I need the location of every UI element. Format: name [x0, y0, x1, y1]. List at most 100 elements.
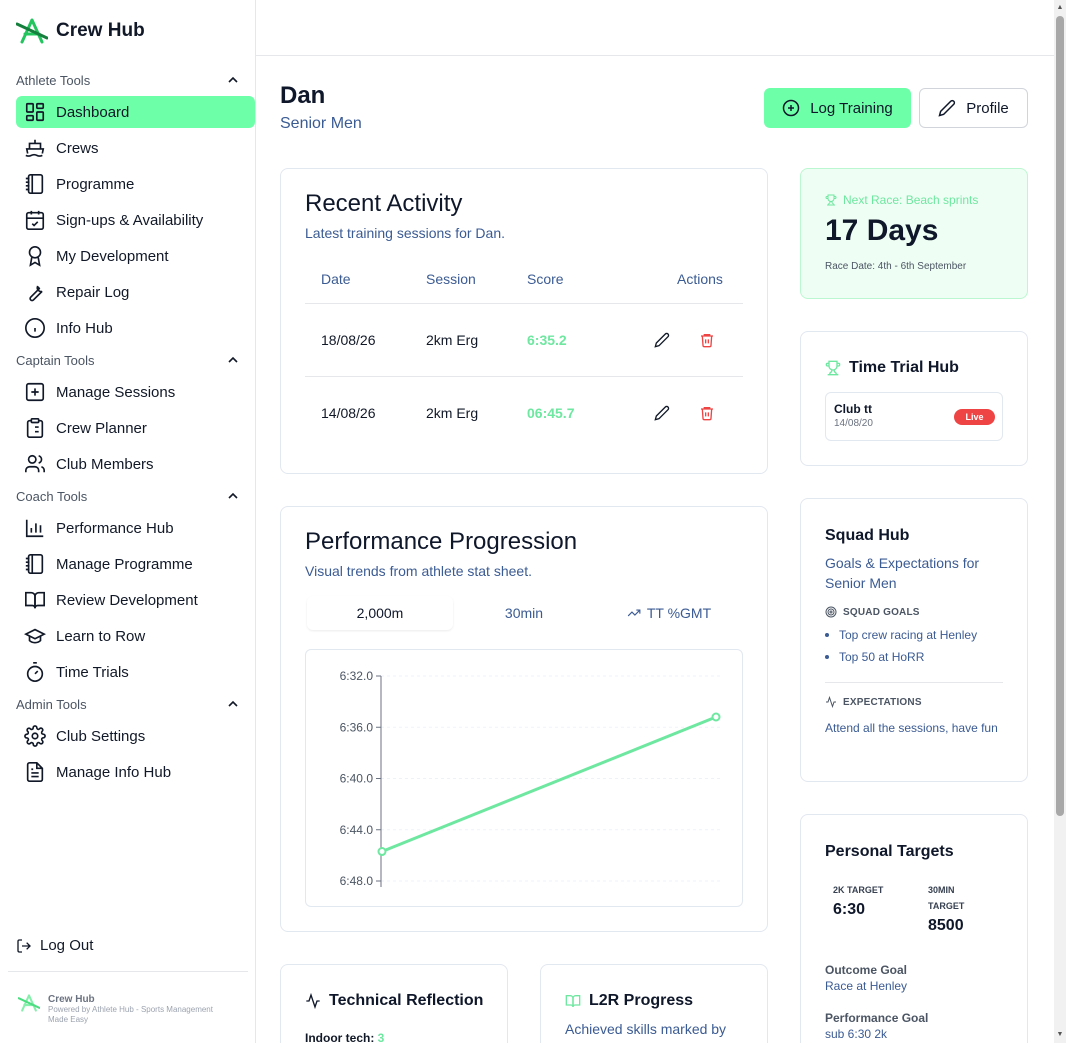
sidebar-item-review-development[interactable]: Review Development [16, 584, 255, 616]
profile-button[interactable]: Profile [919, 88, 1028, 128]
pencil-icon [938, 99, 956, 117]
sidebar-item-crew-planner[interactable]: Crew Planner [16, 412, 255, 444]
footer-name: Crew Hub [48, 994, 95, 1005]
time-trial-name: Club tt [834, 402, 872, 416]
brand[interactable]: Crew Hub [16, 18, 145, 44]
section-admin-tools[interactable]: Admin Tools [16, 694, 240, 714]
trash-icon[interactable] [699, 332, 715, 348]
indoor-tech-value: 3 [377, 1031, 385, 1043]
sidebar-item-crews[interactable]: Crews [16, 132, 255, 164]
sidebar-item-performance-hub[interactable]: Performance Hub [16, 512, 255, 544]
sidebar-item-manage-info-hub[interactable]: Manage Info Hub [16, 756, 255, 788]
sidebar-item-signups[interactable]: Sign-ups & Availability [16, 204, 255, 236]
data-point [711, 712, 721, 722]
sidebar-item-club-members[interactable]: Club Members [16, 448, 255, 480]
ship-icon [25, 139, 45, 157]
time-trial-item[interactable] [825, 392, 1003, 441]
next-race-card [800, 168, 1028, 299]
sidebar-item-dashboard[interactable]: Dashboard [16, 96, 255, 128]
l2r-progress-card [540, 964, 768, 1043]
personal-targets-card [800, 814, 1028, 1043]
squad-goals-heading: SQUAD GOALS [825, 606, 920, 618]
squad-goals-label: SQUAD GOALS [843, 606, 920, 618]
target-30min-label: 30MIN TARGET [928, 885, 965, 911]
race-date: Race Date: 4th - 6th September [825, 261, 967, 272]
wrench-icon [29, 285, 43, 302]
squad-goal-item: Top 50 at HoRR [825, 650, 924, 664]
edit-icon[interactable] [654, 332, 670, 348]
target-30min-value: 8500 [928, 917, 964, 934]
l2r-label: L2R Progress [589, 992, 694, 1009]
book-open-icon [25, 591, 45, 609]
sidebar: Crew Hub Athlete Tools Dashboard Crews P… [0, 0, 256, 1043]
info-icon [25, 318, 45, 338]
sidebar-item-label: My Development [56, 247, 169, 265]
sidebar-footer: Crew Hub Powered by Athlete Hub - Sports… [18, 994, 228, 1025]
time-trial-date: 14/08/20 [834, 418, 873, 429]
section-title: Captain Tools [16, 352, 95, 368]
data-point [377, 847, 387, 857]
tab-30min[interactable]: 30min [504, 605, 544, 621]
scroll-thumb[interactable] [1056, 16, 1064, 816]
notebook-icon [25, 174, 44, 194]
file-text-icon [26, 762, 44, 782]
sidebar-item-label: Repair Log [56, 283, 130, 301]
logout-button[interactable]: Log Out [16, 937, 93, 954]
sidebar-item-manage-programme[interactable]: Manage Programme [16, 548, 255, 580]
gear-icon [24, 725, 46, 747]
log-training-label: Log Training [810, 99, 893, 117]
plus-square-icon [25, 382, 45, 402]
trash-icon[interactable] [699, 405, 715, 421]
edit-icon[interactable] [654, 405, 670, 421]
sidebar-item-label: Manage Programme [56, 555, 193, 573]
next-race-text: Next Race: Beach sprints [843, 193, 979, 207]
log-training-button[interactable]: Log Training [764, 88, 911, 128]
sidebar-item-time-trials[interactable]: Time Trials [16, 656, 255, 688]
target-2k-value: 6:30 [833, 901, 866, 918]
trophy-icon [825, 194, 837, 206]
personal-targets-title: Personal Targets [825, 843, 954, 860]
row-score: 06:45.7 [527, 405, 575, 421]
table-divider [305, 376, 743, 377]
footer-tagline: Powered by Athlete Hub - Sports Manageme… [48, 1005, 213, 1024]
page-scrollbar[interactable]: ▲ ▼ [1054, 0, 1066, 1043]
athlete-squad: Senior Men [280, 115, 362, 132]
sidebar-item-label: Manage Sessions [56, 383, 176, 401]
sidebar-item-label: Crews [56, 139, 99, 157]
sidebar-item-learn-to-row[interactable]: Learn to Row [16, 620, 255, 652]
live-badge: Live [954, 409, 995, 425]
outcome-goal-value: Race at Henley [825, 979, 908, 993]
timer-icon [26, 662, 44, 682]
crew-hub-logo-icon [18, 994, 40, 1012]
users-icon [25, 454, 45, 473]
row-session: 2km Erg [426, 332, 479, 348]
series-line [381, 715, 717, 853]
tab-tt-gmt[interactable]: TT %GMT [597, 596, 741, 630]
scroll-down-arrow-icon[interactable]: ▼ [1056, 1031, 1064, 1038]
tab-2000m[interactable]: 2,000m [307, 596, 453, 630]
book-open-icon [565, 995, 581, 1008]
sidebar-item-manage-sessions[interactable]: Manage Sessions [16, 376, 255, 408]
sidebar-item-repair-log[interactable]: Repair Log [16, 276, 255, 308]
section-coach-tools[interactable]: Coach Tools [16, 486, 240, 506]
outcome-goal-label: Outcome Goal [825, 963, 908, 977]
section-captain-tools[interactable]: Captain Tools [16, 350, 240, 370]
y-tick-label: 6:32.0 [340, 669, 374, 683]
squad-hub-title: Squad Hub [825, 527, 910, 544]
progression-title: Performance Progression [305, 528, 578, 555]
expectations-text: Attend all the sessions, have fun [825, 721, 998, 735]
expectations-heading: EXPECTATIONS [825, 696, 922, 708]
section-athlete-tools[interactable]: Athlete Tools [16, 70, 240, 90]
tab-label: TT %GMT [646, 605, 712, 621]
squad-hub-card [800, 498, 1028, 782]
squad-hub-subtitle: Goals & Expectations for Senior Men [825, 555, 980, 591]
scroll-up-arrow-icon[interactable]: ▲ [1056, 4, 1064, 11]
award-icon [28, 246, 42, 267]
sidebar-item-my-development[interactable]: My Development [16, 240, 255, 272]
sidebar-item-programme[interactable]: Programme [16, 168, 255, 200]
sidebar-item-info-hub[interactable]: Info Hub [16, 312, 255, 344]
logout-icon [17, 938, 31, 953]
progression-tabs: 2,000m 30min TT %GMT [305, 596, 743, 632]
sidebar-item-label: Learn to Row [56, 627, 146, 645]
sidebar-item-club-settings[interactable]: Club Settings [16, 720, 255, 752]
